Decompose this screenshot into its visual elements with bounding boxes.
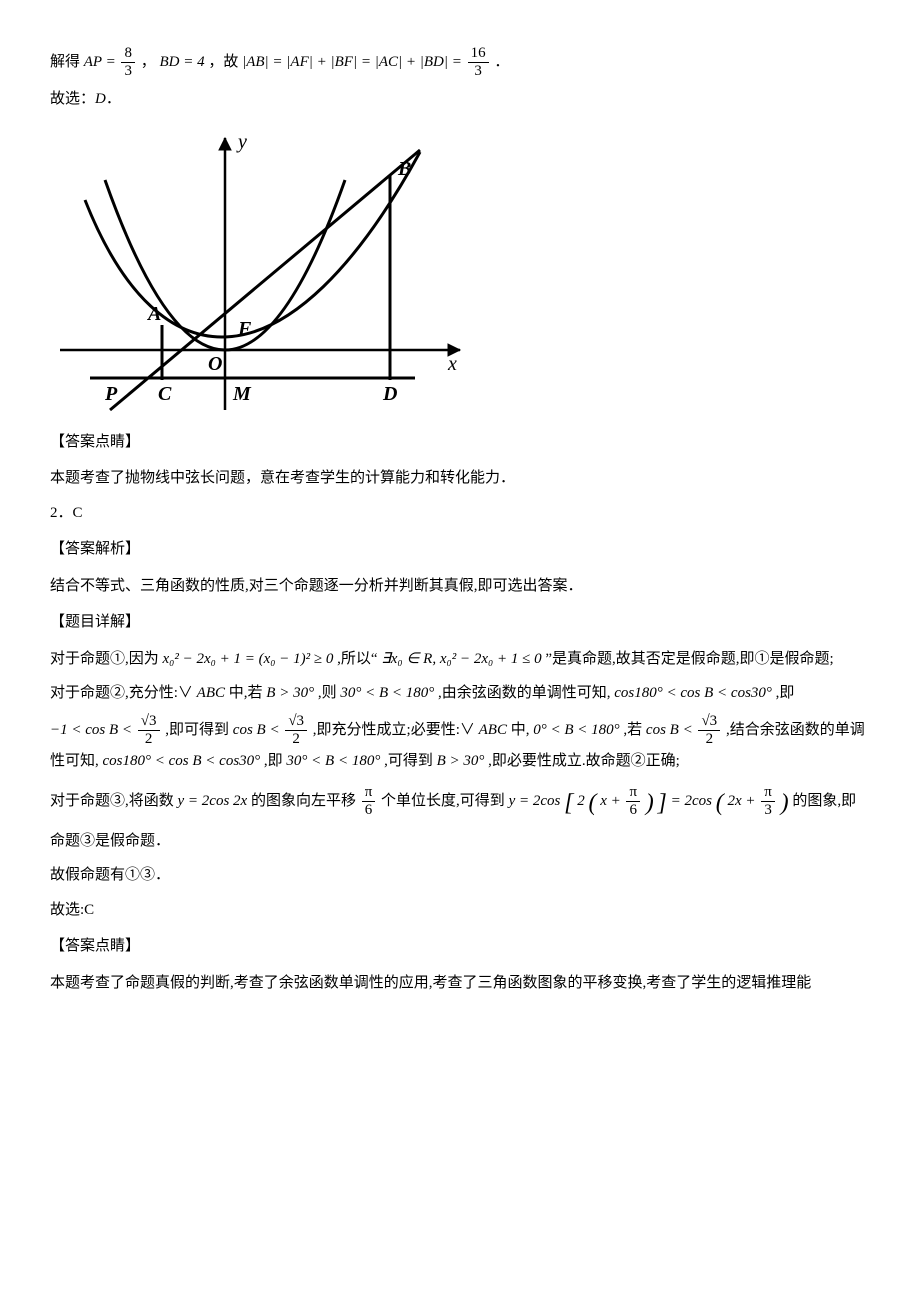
eq-ab: |AB| = |AF| + |BF| = |AC| + |BD| = 16 3 — [242, 54, 494, 70]
dianjing-body-1: 本题考查了抛物线中弦长问题，意在考查学生的计算能力和转化能力． — [50, 464, 870, 493]
prop-1: 对于命题①,因为 x₀² − 2x₀ + 1 = (x₀ − 1)² ≥ 0 ,… — [50, 645, 870, 674]
parabola-figure: y x A B F O M P C D — [50, 120, 480, 420]
label-B: B — [397, 158, 411, 180]
eq-shift: y = 2cos [ 2 ( x + π 6 ) ] = 2cos ( 2x +… — [509, 793, 793, 809]
detail-head: 【题目详解】 — [50, 608, 870, 637]
frac-sqrt3-2-a: √3 2 — [138, 714, 160, 747]
false-propositions: 故假命题有①③． — [50, 861, 870, 890]
jiexi-head: 【答案解析】 — [50, 535, 870, 564]
prop-3: 对于命题③,将函数 y = 2cos 2x 的图象向左平移 π 6 个单位长度,… — [50, 781, 870, 855]
label-M: M — [232, 383, 252, 405]
label-F: F — [237, 318, 252, 340]
answer-line-2: 故选:C — [50, 896, 870, 925]
label-A: A — [146, 303, 161, 325]
frac-pi-6: π 6 — [362, 785, 376, 818]
frac-8-3: 8 3 — [121, 46, 135, 79]
frac-16-3: 16 3 — [468, 46, 489, 79]
text: ，故 — [208, 54, 238, 70]
frac-pi-3: π 3 — [761, 785, 775, 818]
line-1: 解得 AP = 8 3 ， BD = 4 ，故 |AB| = |AF| + |B… — [50, 46, 870, 79]
frac-sqrt3-2-b: √3 2 — [285, 714, 307, 747]
dianjing-body-2: 本题考查了命题真假的判断,考查了余弦函数单调性的应用,考查了三角函数图象的平移变… — [50, 969, 870, 998]
text: 解得 — [50, 54, 84, 70]
jiexi-body: 结合不等式、三角函数的性质,对三个命题逐一分析并判断其真假,即可选出答案． — [50, 572, 870, 601]
label-O: O — [208, 353, 222, 375]
y-label: y — [236, 131, 247, 153]
dianjing-head-1: 【答案点睛】 — [50, 428, 870, 457]
label-P: P — [104, 383, 118, 405]
eq-ap: AP = 8 3 — [84, 54, 141, 70]
label-D: D — [382, 383, 397, 405]
text: ． — [494, 54, 509, 70]
frac-sqrt3-2-c: √3 2 — [698, 714, 720, 747]
prop-2a: 对于命题②,充分性:∨ ABC 中,若 B > 30° ,则 30° < B <… — [50, 679, 870, 708]
dianjing-head-2: 【答案点睛】 — [50, 932, 870, 961]
x-label: x — [447, 353, 457, 375]
label-C: C — [158, 383, 172, 405]
eq-bd: BD = 4 — [159, 54, 208, 70]
frac-pi-6b: π 6 — [626, 785, 640, 818]
text: ， — [141, 54, 156, 70]
answer-line-1: 故选：D． — [50, 85, 870, 114]
q2-number: 2．C — [50, 499, 870, 528]
prop-2b: −1 < cos B < √3 2 ,即可得到 cos B < √3 2 ,即充… — [50, 714, 870, 776]
